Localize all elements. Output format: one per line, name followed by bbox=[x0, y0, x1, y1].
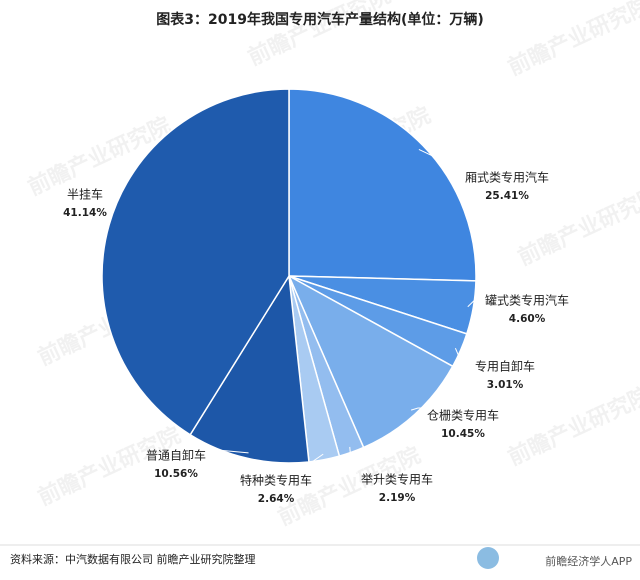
slice-label: 罐式类专用汽车 bbox=[485, 293, 569, 308]
slice-label: 半挂车 bbox=[67, 187, 103, 202]
slice-value-label: 10.45% bbox=[441, 428, 485, 440]
brand: 前瞻经济学人APP bbox=[545, 554, 632, 568]
source: 资料来源：中汽数据有限公司 前瞻产业研究院整理 bbox=[10, 552, 256, 566]
slice-value-label: 25.41% bbox=[485, 190, 529, 202]
slice-value-label: 4.60% bbox=[509, 313, 546, 325]
leader-line bbox=[194, 447, 249, 454]
slice-label: 特种类专用车 bbox=[240, 473, 312, 488]
pie-slice bbox=[101, 88, 290, 436]
leader-line bbox=[467, 292, 488, 308]
watermark: 前瞻产业研究院 bbox=[244, 0, 395, 71]
slice-value-label: 2.19% bbox=[379, 492, 416, 504]
slice-label: 仓栅类专用车 bbox=[427, 408, 499, 423]
watermark: 前瞻产业研究院 bbox=[504, 382, 640, 471]
watermark: 前瞻产业研究院 bbox=[34, 422, 185, 511]
chart-title: 图表3：2019年我国专用汽车产量结构(单位：万辆) bbox=[156, 11, 484, 28]
slice-label: 举升类专用车 bbox=[361, 472, 433, 487]
leader-line bbox=[410, 407, 424, 411]
brand-icon bbox=[477, 547, 499, 569]
pie-slice bbox=[189, 273, 310, 464]
slice-value-label: 41.14% bbox=[63, 207, 107, 219]
leader-line bbox=[294, 453, 324, 474]
pie-slice bbox=[288, 88, 477, 282]
watermark: 前瞻产业研究院 bbox=[504, 0, 640, 81]
slice-value-label: 2.64% bbox=[258, 493, 295, 505]
slice-label: 普通自卸车 bbox=[146, 448, 206, 463]
watermark: 前瞻产业研究院 bbox=[514, 182, 640, 271]
slice-value-label: 3.01% bbox=[487, 379, 524, 391]
slice-label: 厢式类专用汽车 bbox=[465, 170, 549, 185]
leader-line bbox=[349, 446, 358, 473]
leader-line bbox=[454, 347, 466, 360]
slice-value-label: 10.56% bbox=[154, 468, 198, 480]
leader-line bbox=[418, 148, 468, 171]
slice-label: 专用自卸车 bbox=[475, 359, 535, 374]
pie-slice bbox=[287, 274, 454, 449]
